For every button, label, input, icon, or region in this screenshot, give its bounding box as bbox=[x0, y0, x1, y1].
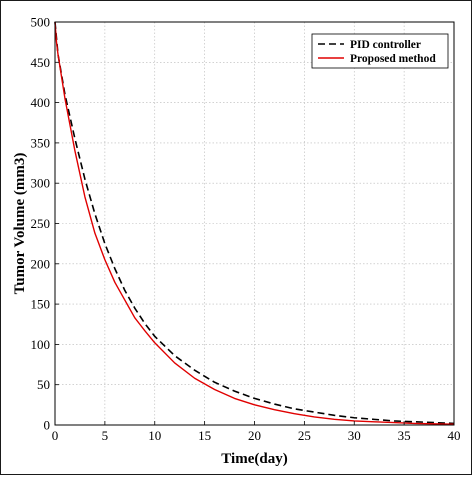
grid-lines bbox=[55, 22, 454, 425]
y-tick-label: 250 bbox=[31, 216, 51, 231]
legend: PID controller Proposed method bbox=[311, 33, 449, 69]
x-tick-label: 40 bbox=[448, 428, 461, 443]
y-tick-label: 0 bbox=[44, 418, 51, 433]
x-tick-label: 10 bbox=[148, 428, 161, 443]
legend-box bbox=[311, 33, 449, 69]
y-tick-label: 150 bbox=[31, 297, 51, 312]
y-tick-label: 200 bbox=[31, 256, 51, 271]
legend-label-proposed-method: Proposed method bbox=[350, 53, 436, 65]
y-tick-label: 400 bbox=[31, 95, 51, 110]
x-tick-label: 35 bbox=[398, 428, 411, 443]
y-tick-label: 50 bbox=[37, 377, 50, 392]
series-line-pid-controller bbox=[54, 21, 455, 425]
y-tick-label: 100 bbox=[31, 337, 51, 352]
axis-ticks: 0 5 10 15 20 25 30 35 40050100150200250300350400… bbox=[31, 15, 461, 444]
y-axis-label: Tumor Volume (mm3) bbox=[12, 153, 28, 295]
legend-label-pid-controller: PID controller bbox=[350, 39, 421, 51]
x-tick-label: 5 bbox=[102, 428, 109, 443]
x-tick-label: 0 bbox=[52, 428, 59, 443]
x-axis-label: Time(day) bbox=[221, 451, 287, 467]
y-tick-label: 500 bbox=[31, 15, 51, 30]
series-line-proposed-method bbox=[54, 21, 455, 425]
x-tick-label: 20 bbox=[248, 428, 261, 443]
y-tick-label: 300 bbox=[31, 176, 51, 191]
x-tick-label: 25 bbox=[298, 428, 311, 443]
y-tick-label: 350 bbox=[31, 135, 51, 150]
x-tick-label: 15 bbox=[198, 428, 211, 443]
y-tick-label: 450 bbox=[31, 55, 51, 70]
x-tick-label: 30 bbox=[348, 428, 361, 443]
series-layer bbox=[54, 21, 455, 425]
